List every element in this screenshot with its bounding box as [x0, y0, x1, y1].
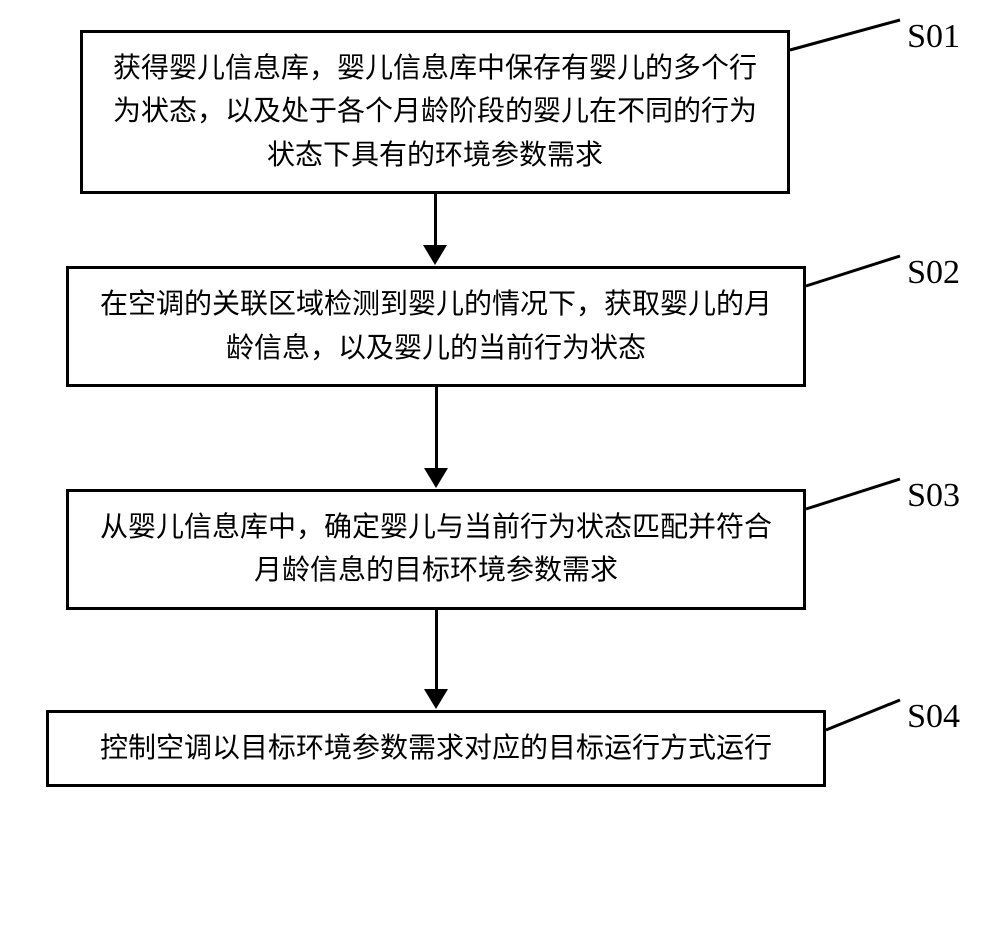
arrow-wrap — [40, 194, 960, 266]
arrow-wrap — [40, 610, 960, 710]
step-text: 获得婴儿信息库，婴儿信息库中保存有婴儿的多个行为状态，以及处于各个月龄阶段的婴儿… — [113, 53, 757, 171]
step-box-s03: 从婴儿信息库中，确定婴儿与当前行为状态匹配并符合月龄信息的目标环境参数需求 — [66, 489, 806, 610]
arrow-wrap — [40, 387, 960, 489]
arrow-head-icon — [424, 468, 448, 488]
step-row-s04: 控制空调以目标环境参数需求对应的目标运行方式运行S04 — [40, 710, 960, 787]
step-text: 控制空调以目标环境参数需求对应的目标运行方式运行 — [100, 733, 772, 764]
step-row-s02: 在空调的关联区域检测到婴儿的情况下，获取婴儿的月龄信息，以及婴儿的当前行为状态S… — [40, 266, 960, 387]
step-text: 从婴儿信息库中，确定婴儿与当前行为状态匹配并符合月龄信息的目标环境参数需求 — [100, 512, 772, 586]
flowchart-container: 获得婴儿信息库，婴儿信息库中保存有婴儿的多个行为状态，以及处于各个月龄阶段的婴儿… — [40, 30, 960, 787]
step-row-s03: 从婴儿信息库中，确定婴儿与当前行为状态匹配并符合月龄信息的目标环境参数需求S03 — [40, 489, 960, 610]
step-label-s04: S04 — [907, 698, 960, 736]
step-row-s01: 获得婴儿信息库，婴儿信息库中保存有婴儿的多个行为状态，以及处于各个月龄阶段的婴儿… — [40, 30, 960, 194]
step-box-s01: 获得婴儿信息库，婴儿信息库中保存有婴儿的多个行为状态，以及处于各个月龄阶段的婴儿… — [80, 30, 790, 194]
arrow-line — [435, 610, 438, 690]
step-text: 在空调的关联区域检测到婴儿的情况下，获取婴儿的月龄信息，以及婴儿的当前行为状态 — [100, 289, 772, 363]
arrow-line — [435, 387, 438, 469]
step-box-s02: 在空调的关联区域检测到婴儿的情况下，获取婴儿的月龄信息，以及婴儿的当前行为状态 — [66, 266, 806, 387]
step-label-s02: S02 — [907, 254, 960, 292]
arrow-line — [434, 194, 437, 246]
arrow-head-icon — [423, 245, 447, 265]
step-label-s01: S01 — [907, 18, 960, 56]
step-box-s04: 控制空调以目标环境参数需求对应的目标运行方式运行 — [46, 710, 826, 787]
arrow-head-icon — [424, 689, 448, 709]
step-label-s03: S03 — [907, 477, 960, 515]
